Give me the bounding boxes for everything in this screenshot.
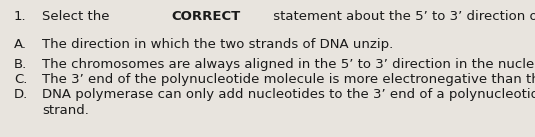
- Text: Select the: Select the: [42, 10, 114, 23]
- Text: B.: B.: [14, 58, 27, 71]
- Text: The chromosomes are always aligned in the 5’ to 3’ direction in the nucleus.: The chromosomes are always aligned in th…: [42, 58, 535, 71]
- Text: 1.: 1.: [14, 10, 27, 23]
- Text: CORRECT: CORRECT: [171, 10, 240, 23]
- Text: DNA polymerase can only add nucleotides to the 3’ end of a polynucleotide
strand: DNA polymerase can only add nucleotides …: [42, 88, 535, 117]
- Text: The 3’ end of the polynucleotide molecule is more electronegative than the 5’ en: The 3’ end of the polynucleotide molecul…: [42, 73, 535, 86]
- Text: statement about the 5’ to 3’ direction of DNA synthesis.: statement about the 5’ to 3’ direction o…: [269, 10, 535, 23]
- Text: D.: D.: [14, 88, 28, 101]
- Text: A.: A.: [14, 38, 27, 51]
- Text: The direction in which the two strands of DNA unzip.: The direction in which the two strands o…: [42, 38, 393, 51]
- Text: C.: C.: [14, 73, 27, 86]
